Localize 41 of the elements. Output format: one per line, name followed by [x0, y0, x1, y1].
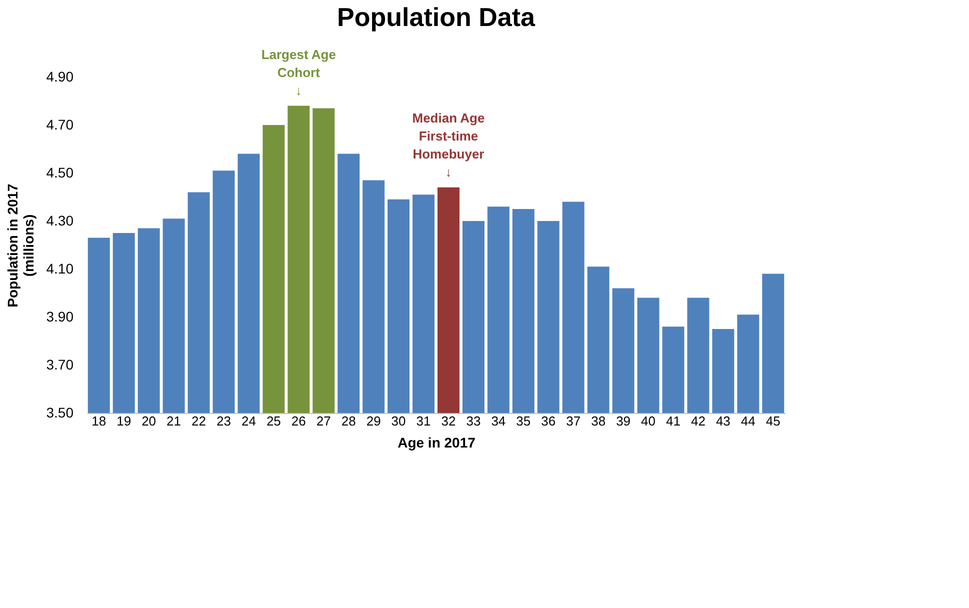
x-tick-label: 28 [341, 414, 356, 428]
x-tick-label: 25 [266, 414, 281, 428]
x-tick-label: 34 [491, 414, 506, 428]
x-tick-label: 45 [766, 414, 780, 428]
x-tick-label: 26 [291, 414, 306, 428]
y-tick-label: 3.50 [46, 404, 74, 420]
x-tick-label: 29 [366, 414, 381, 428]
y-tick-label: 4.10 [46, 260, 74, 276]
x-tick-label: 42 [690, 414, 706, 428]
x-tick-label: 18 [92, 414, 106, 428]
x-tick-label: 19 [116, 414, 132, 428]
y-axis-title: Population in 2017 (millions) [4, 183, 36, 308]
y-tick-label: 4.70 [46, 116, 74, 132]
y-tick-label: 4.90 [46, 68, 74, 84]
x-tick-label: 23 [216, 414, 231, 428]
x-tick-label: 40 [641, 414, 656, 428]
x-tick-label: 35 [516, 414, 531, 428]
y-tick-label: 4.30 [46, 212, 74, 228]
x-tick-label: 39 [616, 414, 631, 428]
y-tick-label: 4.50 [46, 164, 74, 180]
chart-title: Population Data [337, 2, 536, 32]
x-tick-label: 43 [716, 414, 730, 428]
annotation: Largest Age Cohort ↓ [261, 46, 336, 98]
x-axis-title: Age in 2017 [398, 434, 476, 450]
x-tick-label: 32 [441, 414, 456, 428]
x-tick-label: 44 [740, 414, 756, 428]
x-tick-label: 24 [241, 414, 256, 428]
x-tick-label: 33 [466, 414, 481, 428]
annotation: Median Age First-time Homebuyer ↓ [412, 110, 485, 180]
x-tick-label: 37 [566, 414, 581, 428]
y-tick-label: 3.90 [46, 308, 74, 324]
y-tick-label: 3.70 [46, 356, 74, 372]
x-tick-label: 21 [166, 414, 182, 428]
x-tick-label: 36 [541, 414, 556, 428]
x-tick-label: 38 [591, 414, 606, 428]
x-tick-label: 20 [142, 414, 156, 428]
x-tick-label: 41 [666, 414, 680, 428]
x-tick-label: 27 [316, 414, 331, 428]
x-tick-label: 22 [192, 414, 206, 428]
x-tick-label: 31 [416, 414, 431, 428]
x-tick-label: 30 [391, 414, 406, 428]
